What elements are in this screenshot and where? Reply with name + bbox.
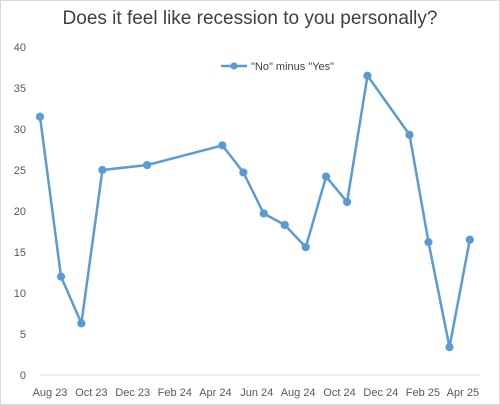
- x-tick-label: Dec 24: [363, 387, 398, 399]
- data-point: [56, 272, 66, 281]
- y-tick-label: 40: [14, 42, 26, 54]
- x-tick-label: Aug 24: [281, 387, 316, 399]
- data-point: [405, 130, 414, 139]
- x-tick-label: Dec 23: [115, 387, 150, 399]
- data-point: [239, 168, 248, 177]
- x-tick-label: Feb 25: [406, 387, 440, 399]
- data-point: [77, 319, 86, 328]
- x-tick-label: Aug 23: [33, 387, 68, 399]
- data-point: [35, 112, 45, 121]
- x-tick-label: Apr 25: [447, 387, 479, 399]
- data-point: [363, 71, 372, 80]
- legend-marker: [230, 62, 238, 70]
- y-tick-label: 0: [20, 370, 26, 382]
- y-tick-label: 35: [14, 83, 26, 95]
- data-point: [445, 343, 454, 352]
- data-point: [322, 172, 331, 181]
- y-tick-label: 15: [14, 247, 26, 259]
- data-point: [465, 235, 474, 244]
- x-tick-label: Oct 23: [75, 387, 107, 399]
- data-point: [259, 209, 268, 218]
- y-tick-label: 10: [14, 288, 26, 300]
- data-point: [343, 197, 352, 207]
- x-tick-label: Feb 24: [158, 387, 192, 399]
- data-point: [218, 141, 227, 150]
- x-tick-label: Jun 24: [240, 387, 273, 399]
- series-line: [38, 74, 472, 349]
- data-point: [143, 160, 152, 170]
- y-tick-label: 5: [20, 329, 26, 341]
- data-point: [98, 165, 107, 175]
- legend-label: "No" minus "Yes": [251, 61, 334, 73]
- x-tick-label: Apr 24: [199, 387, 231, 399]
- data-point: [424, 238, 433, 247]
- x-tick-label: Oct 24: [323, 387, 355, 399]
- y-tick-label: 30: [14, 124, 26, 136]
- data-point: [280, 220, 289, 230]
- y-tick-label: 25: [14, 165, 26, 177]
- chart-title: Does it feel like recession to you perso…: [62, 8, 438, 29]
- y-tick-label: 20: [14, 206, 26, 218]
- data-point: [301, 242, 310, 252]
